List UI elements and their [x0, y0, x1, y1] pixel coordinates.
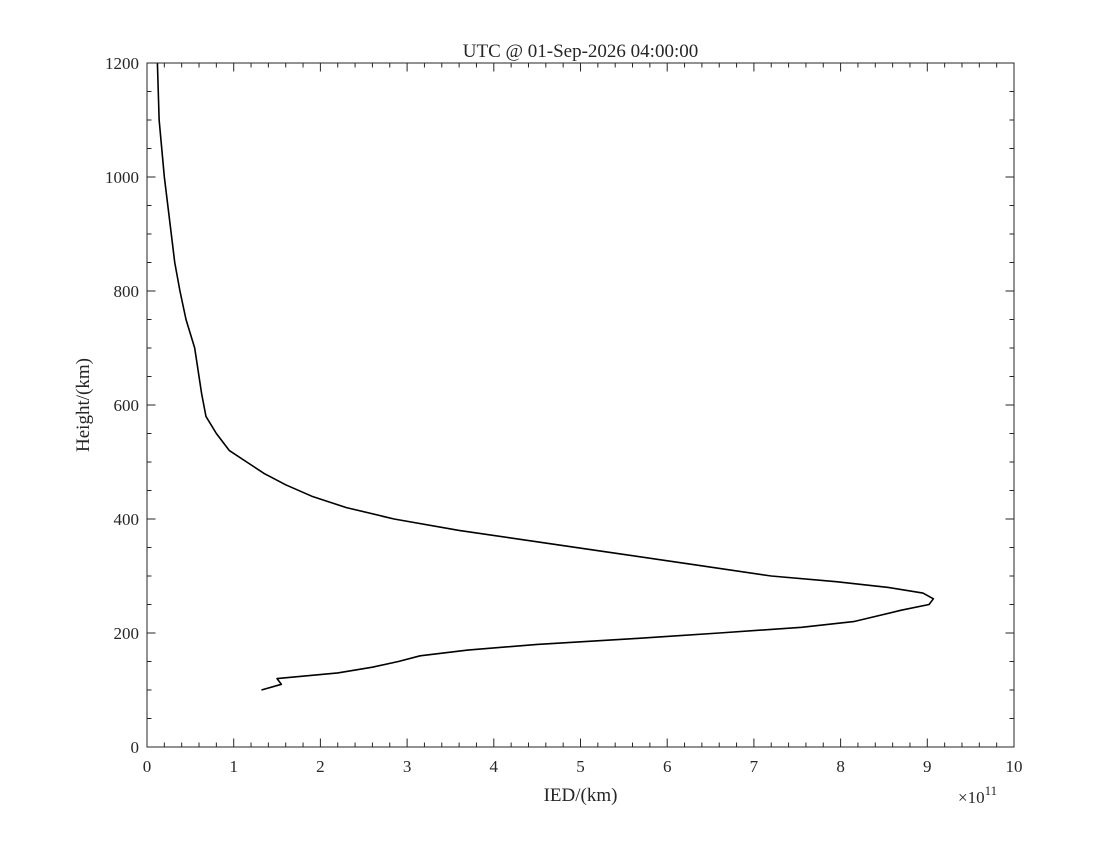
- y-tick-label: 200: [114, 624, 140, 643]
- x-tick-label: 4: [490, 757, 499, 776]
- x-exponent-power: 11: [985, 783, 998, 798]
- x-tick-label: 3: [403, 757, 412, 776]
- x-exponent-label: ×1011: [958, 783, 997, 807]
- y-tick-label: 600: [114, 396, 140, 415]
- plot-area: [147, 63, 1014, 747]
- chart-title: UTC @ 01-Sep-2026 04:00:00: [463, 41, 698, 62]
- y-tick-label: 1000: [105, 168, 139, 187]
- x-exponent-base: ×10: [958, 788, 985, 807]
- y-tick-label: 1200: [105, 54, 139, 73]
- x-tick-label: 10: [1006, 757, 1023, 776]
- y-tick-label: 400: [114, 510, 140, 529]
- series-line: [156, 62, 935, 691]
- x-tick-label: 1: [229, 757, 238, 776]
- x-tick-label: 6: [663, 757, 672, 776]
- x-tick-label: 5: [576, 757, 585, 776]
- x-tick-label: 7: [750, 757, 759, 776]
- x-tick-label: 2: [316, 757, 325, 776]
- x-tick-label: 0: [143, 757, 152, 776]
- x-tick-label: 9: [923, 757, 932, 776]
- y-axis-label: Height/(km): [73, 358, 94, 452]
- y-tick-label: 800: [114, 282, 140, 301]
- x-axis-label: IED/(km): [544, 785, 618, 806]
- x-tick-label: 8: [836, 757, 845, 776]
- plot-layer: 0 1 2 3 4 5 6 7 8 9 10 0 200 400 600 800 1000 1200: [105, 54, 1023, 776]
- y-tick-label: 0: [131, 738, 140, 757]
